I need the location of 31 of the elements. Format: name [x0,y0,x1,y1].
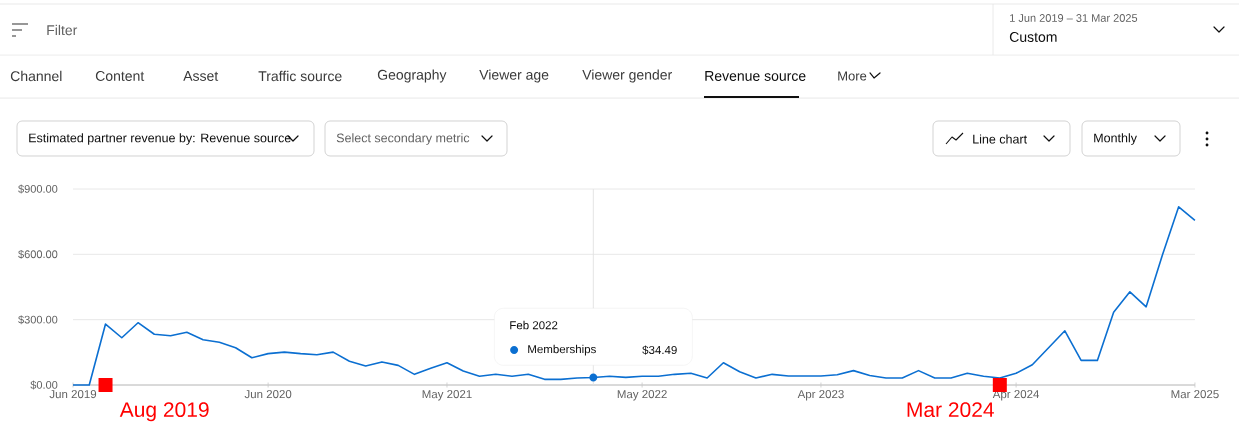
text: Custom [1009,32,1057,42]
text: More [838,71,867,81]
annotation: Feb 2022 [510,320,558,330]
x-tick-label: May 2021 [422,390,472,401]
annotation: $34.49 [642,345,677,355]
text: Line chart [973,134,1027,144]
legend-label: Memberships [528,344,596,356]
text: Monthly [1094,133,1137,145]
chart-title: Estimated partner revenue by: Revenue source [29,133,291,145]
text: 1 Jun 2019 – 31 Mar 2025 [1010,14,1138,22]
annotation: Mar 2024 [907,402,994,418]
text: Geography [377,69,447,83]
text: Filter [47,24,78,36]
x-tick-label: May 2022 [617,390,667,401]
y-tick-label: $300.00 [18,315,58,325]
x-tick-label: Jun 2020 [244,390,292,399]
x-tick-label: Apr 2023 [797,390,844,401]
text: Asset [183,71,219,81]
y-tick-label: $0.00 [30,380,58,390]
text: Revenue source [705,71,806,81]
x-tick-label: Mar 2025 [1171,390,1219,399]
y-tick-label: $900.00 [18,184,58,194]
y-tick-label: $600.00 [18,249,58,259]
x-tick-label: Jun 2019 [49,390,97,399]
annotation: Aug 2019 [119,402,209,422]
text: Select secondary metric [336,133,470,145]
text: Viewer age [479,69,549,83]
text: Traffic source [258,70,342,82]
text: Viewer gender [582,69,672,83]
text: Channel [10,70,62,82]
text: Content [95,71,145,81]
